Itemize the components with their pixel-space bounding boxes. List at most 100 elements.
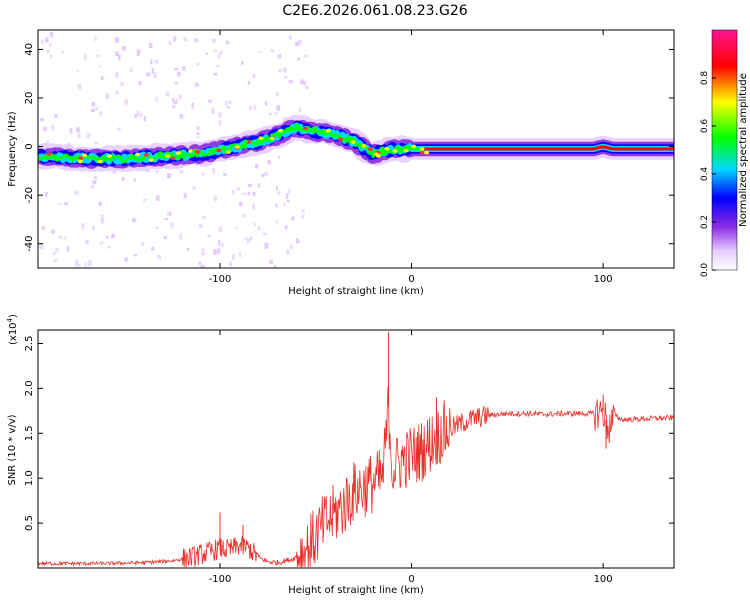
spectrogram-hot-spot	[269, 136, 275, 141]
spectrogram-speckle	[217, 248, 221, 254]
spectrogram-y-tick-label: 40	[24, 43, 35, 56]
spectrogram-speckle	[252, 191, 256, 196]
spectrogram-speckle	[180, 170, 183, 174]
spectrogram-hot-spot	[77, 159, 83, 163]
spectrogram-hot-spot	[135, 152, 141, 157]
spectrogram-speckle	[201, 248, 205, 252]
spectrogram-panel: -100 0 100 -40 -20 0 20 40 Height of straight …	[7, 29, 675, 297]
spectrogram-speckle	[295, 41, 299, 47]
spectrogram-speckle	[105, 236, 109, 239]
spectrogram-speckle	[155, 195, 160, 201]
snr-x-label: Height of straight line (km)	[288, 585, 424, 596]
spectrogram-speckle	[150, 59, 153, 65]
spectrogram-speckle	[47, 49, 50, 54]
spectrogram-speckle	[198, 261, 202, 266]
spectrogram-speckle	[191, 103, 194, 109]
spectrogram-speckle	[263, 232, 267, 236]
spectrogram-speckle	[202, 172, 205, 176]
spectrogram-speckle	[228, 100, 232, 104]
spectrogram-hot-spot	[46, 152, 52, 156]
spectrogram-speckle	[165, 91, 170, 97]
spectrogram-speckle	[182, 66, 186, 71]
spectrogram-speckle	[74, 260, 79, 267]
spectrogram-speckle	[273, 265, 277, 268]
spectrogram-speckle	[213, 249, 217, 255]
spectrogram-speckle	[51, 124, 55, 130]
spectrogram-speckle	[170, 222, 174, 228]
spectrogram-hot-spot	[411, 144, 417, 149]
spectrogram-speckle	[172, 105, 176, 109]
spectrogram-speckle	[75, 127, 80, 133]
spectrogram-hot-spot	[188, 149, 194, 153]
spectrogram-speckle	[301, 214, 305, 219]
spectrogram-speckle	[58, 235, 63, 240]
spectrogram-speckle	[201, 264, 205, 268]
spectrogram-speckle	[183, 192, 187, 199]
spectrogram-hot-spot	[234, 145, 240, 149]
colorbar-label: Normalized spectral amplitude	[738, 73, 749, 227]
snr-y-tick-label: 0.5	[24, 515, 35, 531]
spectrogram-speckle	[54, 114, 58, 119]
spectrogram-speckle	[95, 54, 100, 57]
spectrogram-speckle	[99, 241, 104, 245]
spectrogram-speckle	[84, 54, 87, 61]
spectrogram-speckle	[240, 60, 244, 65]
spectrogram-speckle	[286, 199, 290, 203]
spectrogram-speckle	[218, 239, 221, 246]
spectrogram-hot-spot	[143, 153, 149, 157]
spectrogram-speckle	[91, 102, 96, 107]
spectrogram-speckle	[297, 40, 302, 43]
spectrogram-speckle	[77, 132, 81, 138]
spectrogram-ridge-core	[421, 145, 674, 151]
spectrogram-speckle	[167, 213, 171, 216]
spectrogram-speckle	[194, 38, 199, 43]
spectrogram-speckle	[218, 112, 222, 118]
spectrogram-speckle	[284, 76, 288, 79]
spectrogram-hot-spot	[270, 133, 276, 137]
spectrogram-speckle	[288, 79, 293, 84]
spectrogram-hot-spot	[382, 149, 388, 154]
spectrogram-speckle	[163, 236, 168, 240]
spectrogram-speckle	[43, 127, 47, 132]
spectrogram-hot-spot	[373, 152, 379, 157]
spectrogram-speckle	[277, 191, 281, 195]
spectrogram-hot-spot	[148, 158, 154, 162]
spectrogram-hot-spot	[165, 154, 171, 158]
spectrogram-speckle	[196, 126, 200, 130]
spectrogram-speckle	[179, 233, 183, 240]
spectrogram-y-tick-label: -40	[24, 236, 35, 252]
snr-panel: -100 0 100 0.5 1.0 1.5 2.0 2.5 Height of strai…	[6, 314, 675, 596]
spectrogram-speckle	[99, 111, 103, 117]
spectrogram-speckle	[94, 176, 98, 179]
colorbar-gradient	[711, 29, 738, 271]
spectrogram-speckle	[246, 238, 251, 244]
spectrogram-speckle	[63, 236, 67, 240]
spectrogram-speckle	[100, 218, 105, 224]
spectrogram-y-tick-label: 0	[24, 143, 35, 149]
spectrogram-speckle	[291, 216, 295, 221]
spectrogram-speckle	[283, 203, 286, 206]
spectrogram-speckle	[98, 201, 102, 206]
spectrogram-speckle	[303, 81, 307, 87]
snr-x-tick-label: 0	[408, 574, 414, 585]
spectrogram-hot-spot	[419, 147, 425, 151]
snr-x-tick-label: 100	[594, 574, 613, 585]
colorbar-tick-label: 0.0	[700, 263, 710, 278]
spectrogram-speckle	[76, 70, 79, 73]
spectrogram-speckle	[167, 173, 172, 179]
spectrogram-speckle	[196, 63, 200, 66]
spectrogram-speckle	[247, 191, 251, 196]
spectrogram-speckle	[217, 54, 221, 59]
spectrogram-speckle	[117, 127, 121, 131]
spectrogram-speckle	[242, 192, 246, 195]
spectrogram-x-tick-label: 0	[408, 274, 414, 285]
spectrogram-speckle	[305, 86, 309, 89]
spectrogram-y-tick-label: -20	[24, 187, 35, 203]
spectrogram-speckle	[164, 217, 169, 220]
spectrogram-speckle	[213, 72, 218, 76]
spectrogram-speckle	[141, 242, 144, 246]
spectrogram-speckle	[248, 183, 252, 188]
spectrogram-speckle	[84, 262, 87, 268]
spectrogram-speckle	[257, 183, 261, 188]
spectrogram-speckle	[218, 120, 222, 126]
